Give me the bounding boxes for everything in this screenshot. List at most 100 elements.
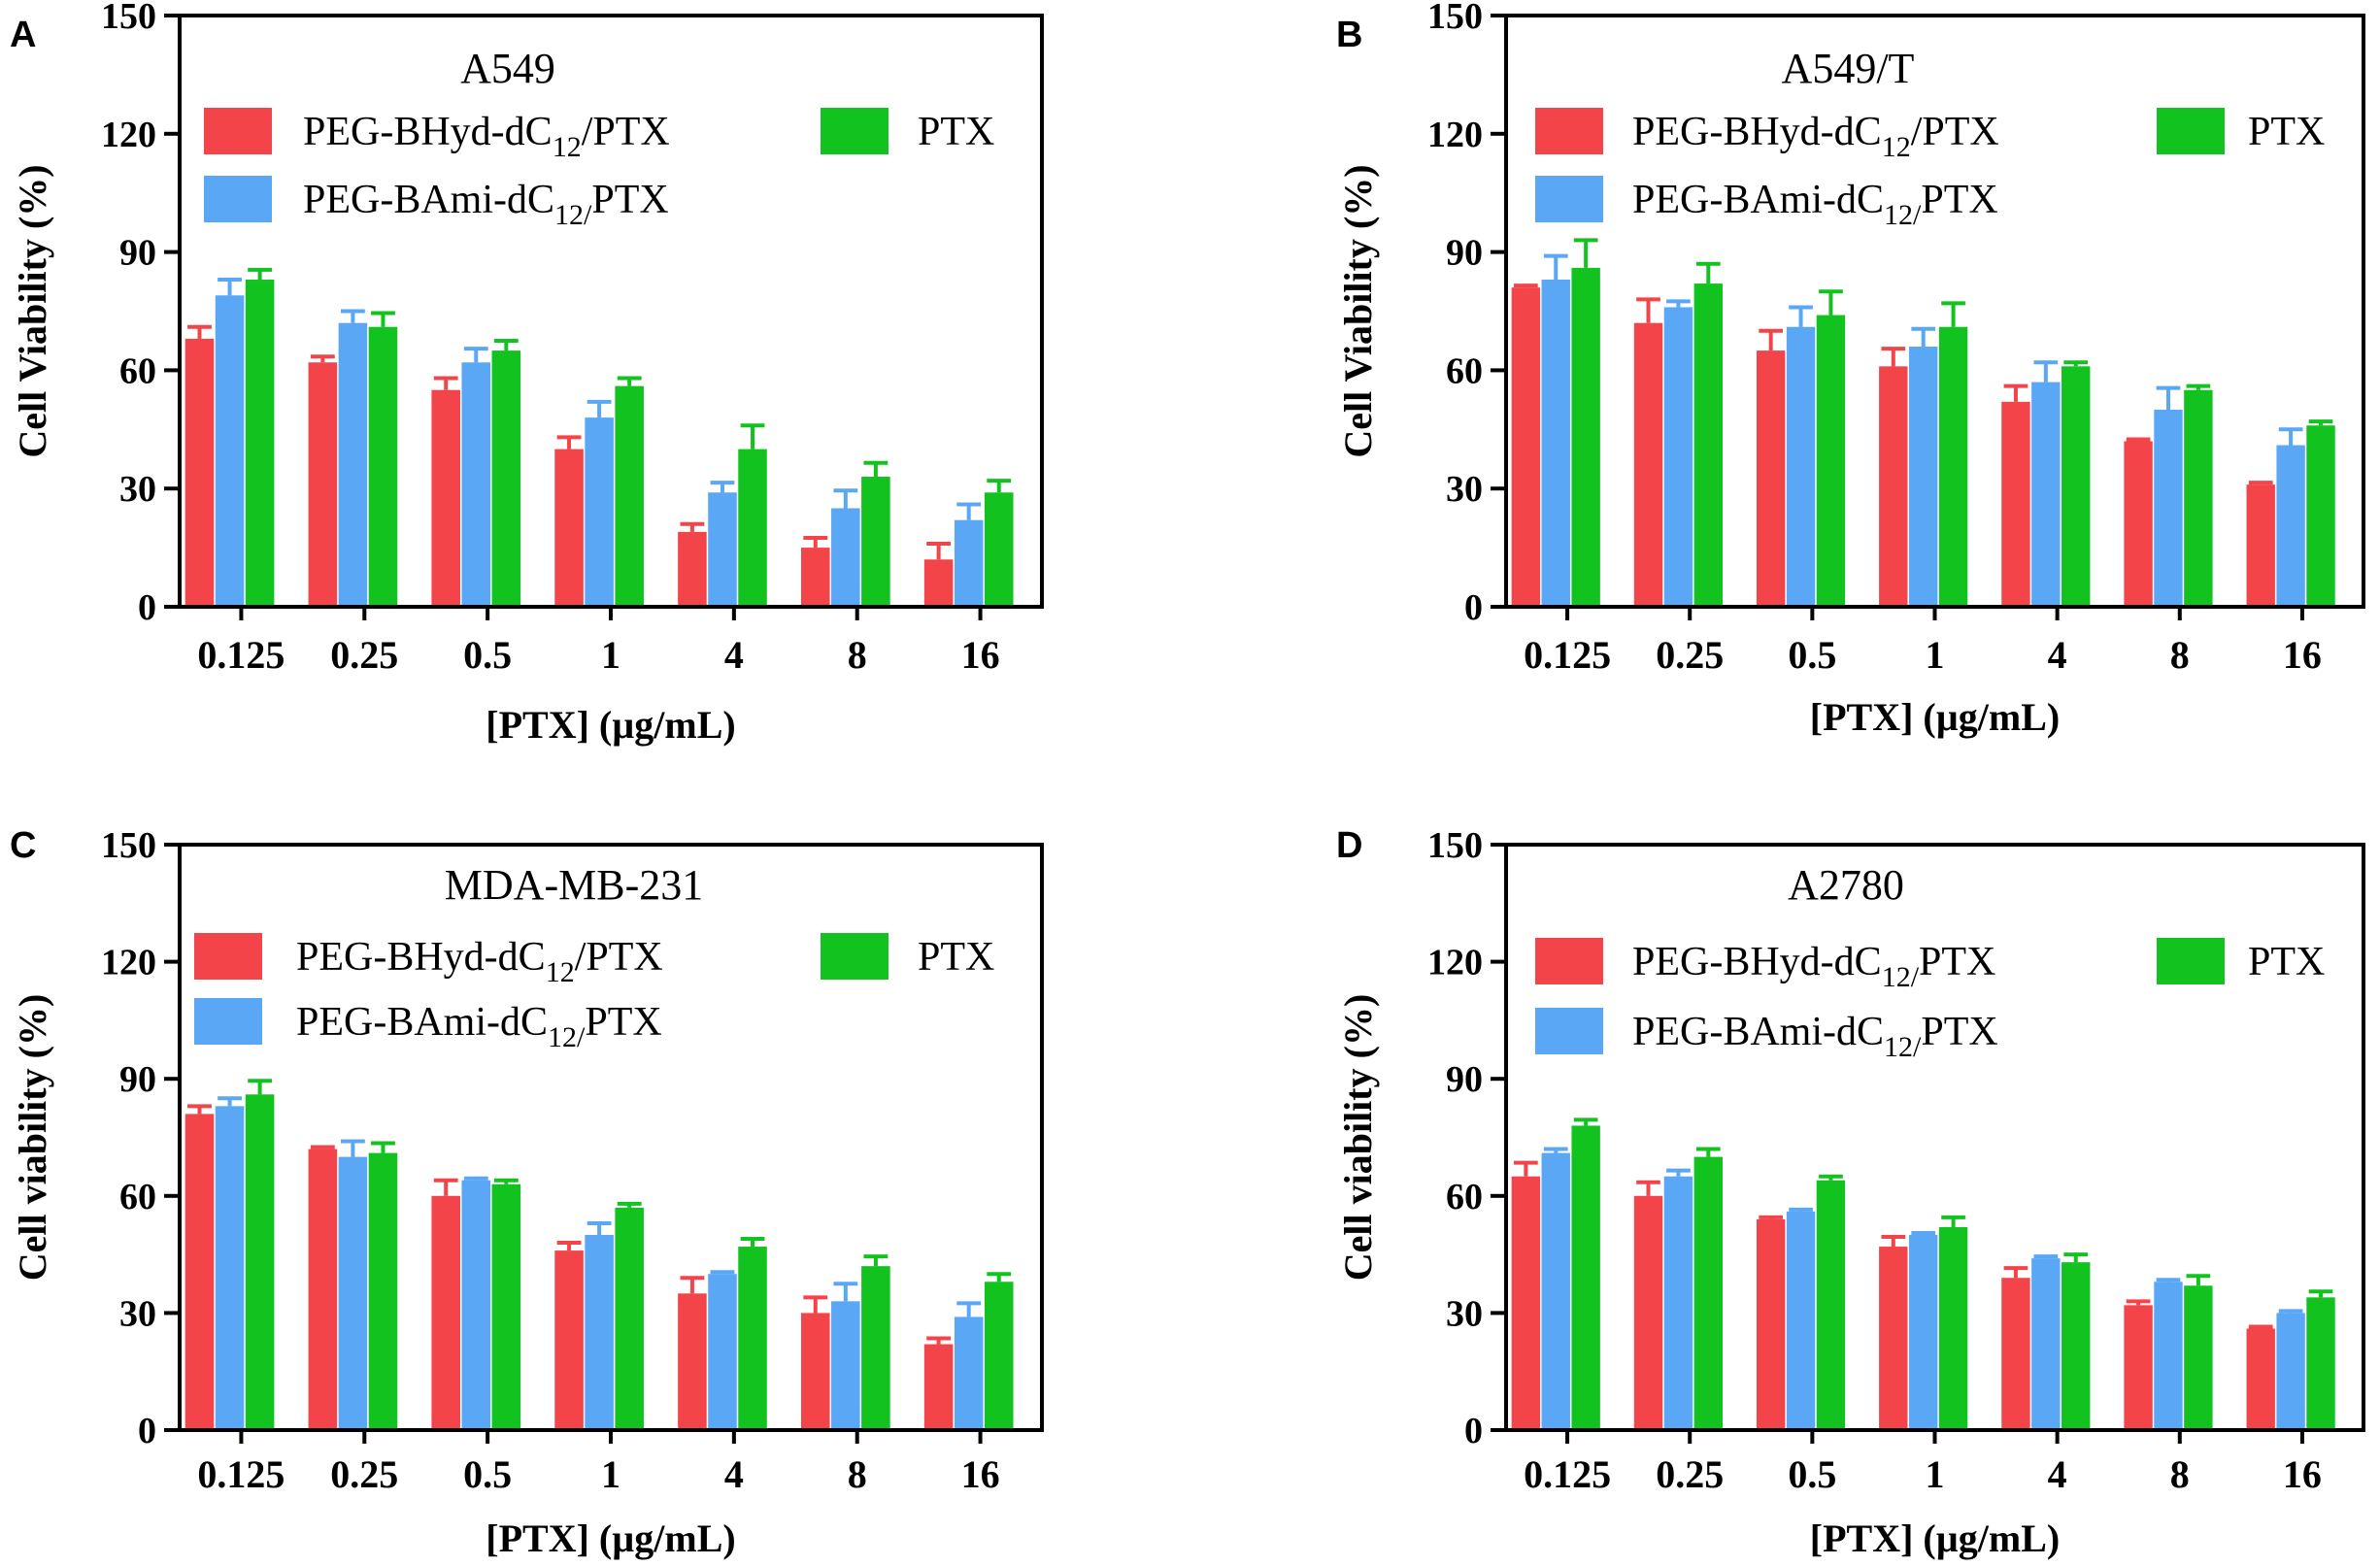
y-tick-label: 0 — [1464, 1411, 1483, 1451]
legend-label-series2: PEG-BAmi-dC12/PTX — [1632, 178, 1998, 231]
bar-series2-16 — [954, 1316, 984, 1430]
legend-label-tail: /PTX — [575, 935, 663, 980]
y-tick-label: 150 — [1427, 0, 1483, 37]
legend-label-subscript: 12 — [553, 131, 582, 163]
y-tick-label: 0 — [1464, 587, 1483, 628]
bar-series3-0.25 — [368, 1152, 398, 1430]
legend-label-series1: PEG-BHyd-dC12/PTX — [296, 935, 663, 988]
bar-series3-0.25 — [368, 326, 398, 607]
x-tick-label: 0.25 — [330, 1452, 398, 1496]
bar-series1-8 — [2124, 441, 2153, 607]
y-tick-label: 60 — [119, 350, 156, 391]
bar-series3-1 — [615, 1207, 644, 1430]
bar-series2-16 — [2276, 1313, 2305, 1430]
x-axis-label: [PTX] (µg/mL) — [1810, 695, 2060, 739]
y-tick-label: 30 — [119, 469, 156, 510]
bar-series1-0.25 — [308, 1149, 338, 1430]
bar-series1-8 — [800, 548, 830, 607]
legend-label-subscript: 12/ — [548, 1021, 586, 1053]
chart-title: MDA-MB-231 — [445, 861, 703, 909]
bar-series3-0.125 — [1571, 267, 1600, 607]
bar-series2-1 — [585, 417, 614, 607]
chart-title: A549/T — [1782, 45, 1915, 92]
legend-label-tail: PTX — [1921, 178, 1997, 222]
bar-series2-0.25 — [338, 322, 368, 607]
legend-label-main: PTX — [2248, 940, 2325, 984]
bar-series2-4 — [708, 1274, 737, 1430]
bar-series3-8 — [861, 477, 890, 607]
bar-series3-8 — [2184, 389, 2213, 607]
y-tick-label: 150 — [101, 825, 156, 866]
x-tick-label: 1 — [601, 1452, 620, 1496]
x-axis-label: [PTX] (µg/mL) — [1810, 1516, 2060, 1560]
x-tick-label: 4 — [724, 1452, 744, 1496]
bar-series1-0.125 — [184, 1114, 215, 1430]
x-tick-label: 0.125 — [197, 633, 285, 677]
chart-panel-c: C 0 30 60 90 120 150 0.125 0.25 0.5 1 4 8 16 [PTX] (µg… — [10, 825, 1044, 1560]
y-tick-label: 60 — [119, 1177, 156, 1217]
y-tick-label: 90 — [119, 1059, 156, 1100]
bar-series2-0.25 — [1663, 307, 1693, 607]
bar-series1-1 — [554, 449, 584, 607]
legend-label-tail: PTX — [585, 1000, 661, 1045]
y-tick-label: 90 — [1446, 233, 1483, 274]
legend-label-subscript: 12/ — [1884, 199, 1922, 231]
legend-label-main: PTX — [918, 110, 994, 154]
y-tick-label: 150 — [101, 0, 156, 37]
x-axis-label: [PTX] (µg/mL) — [486, 703, 735, 747]
bar-series2-0.125 — [1541, 280, 1570, 607]
legend-label-tail: PTX — [1921, 1010, 1997, 1054]
legend-swatch-series3 — [2157, 938, 2225, 984]
bar-series2-0.5 — [461, 362, 491, 607]
legend-swatch-series2 — [204, 176, 272, 222]
legend-label-main: PEG-BAmi-dC — [303, 178, 554, 222]
chart-title: A2780 — [1788, 861, 1904, 909]
x-tick-label: 1 — [1926, 633, 1945, 677]
legend-label-series1: PEG-BHyd-dC12/PTX — [1632, 110, 1999, 163]
bar-series3-0.5 — [1816, 1180, 1846, 1430]
legend-swatch-series1 — [1535, 938, 1603, 984]
legend-label-series3: PTX — [918, 110, 994, 154]
legend-label-series3: PTX — [2248, 110, 2325, 154]
bar-series2-16 — [2276, 445, 2305, 607]
bar-series3-0.5 — [1816, 315, 1846, 607]
bar-series1-4 — [678, 1293, 707, 1430]
bar-series2-8 — [2154, 1282, 2183, 1430]
bar-series3-1 — [615, 385, 644, 607]
legend-label-series2: PEG-BAmi-dC12/PTX — [1632, 1010, 1998, 1063]
panel-letter: A — [10, 15, 36, 55]
legend-label-subscript: 12 — [546, 956, 575, 988]
legend-label-tail: PTX — [1919, 940, 1995, 984]
bar-series1-16 — [923, 559, 954, 607]
bar-series2-0.5 — [1786, 326, 1816, 607]
x-tick-label: 8 — [848, 1452, 867, 1496]
x-tick-label: 8 — [2170, 633, 2190, 677]
legend-label-series2: PEG-BAmi-dC12/PTX — [296, 1000, 662, 1053]
legend-label-main: PEG-BHyd-dC — [303, 110, 553, 154]
y-tick-label: 30 — [119, 1293, 156, 1334]
chart-title: A549 — [460, 45, 555, 92]
bar-series1-4 — [2001, 401, 2030, 607]
bar-series3-8 — [861, 1266, 890, 1430]
y-tick-label: 120 — [1427, 943, 1483, 983]
legend-label-main: PEG-BAmi-dC — [296, 1000, 548, 1045]
x-tick-label: 0.5 — [463, 1452, 512, 1496]
y-axis-label: Cell viability (%) — [1336, 994, 1380, 1282]
bar-series2-4 — [2031, 1258, 2061, 1430]
x-tick-label: 4 — [724, 633, 744, 677]
bar-series3-0.125 — [1571, 1125, 1600, 1430]
bar-series3-1 — [1938, 326, 1968, 607]
legend-label-series1: PEG-BHyd-dC12/PTX — [303, 110, 670, 163]
bar-series1-16 — [2246, 1328, 2275, 1430]
bar-series2-1 — [1908, 1235, 1938, 1430]
y-tick-label: 0 — [138, 587, 156, 628]
bar-series2-0.25 — [1663, 1176, 1693, 1430]
y-axis-label: Cell Viability (%) — [11, 164, 54, 457]
bar-series2-0.125 — [215, 1106, 245, 1430]
bar-series2-0.125 — [1541, 1152, 1570, 1430]
y-tick-label: 0 — [138, 1411, 156, 1451]
bar-series1-0.5 — [431, 389, 460, 607]
y-tick-label: 90 — [119, 233, 156, 274]
panel-letter: C — [10, 825, 36, 866]
legend-label-main: PEG-BAmi-dC — [1632, 178, 1884, 222]
